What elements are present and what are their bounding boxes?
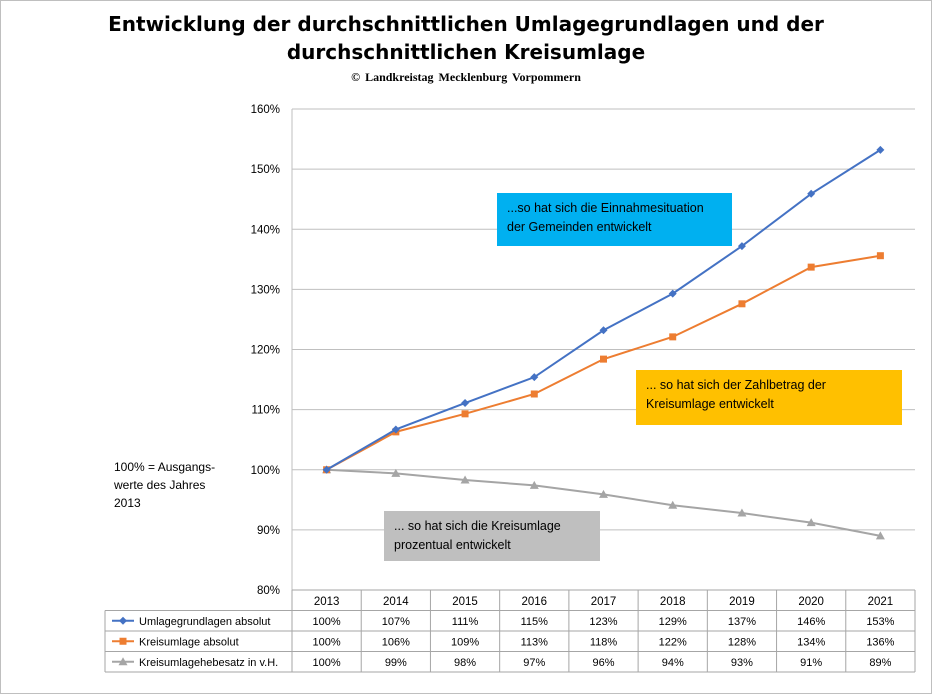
table-value: 115% (521, 616, 549, 628)
legend-label: Umlagegrundlagen absolut (139, 616, 270, 628)
table-value: 128% (728, 636, 756, 648)
x-tick-label: 2019 (729, 596, 755, 608)
data-point-square (738, 300, 746, 308)
table-value: 146% (797, 616, 825, 628)
data-point-diamond (391, 425, 400, 434)
table-value: 113% (521, 636, 549, 648)
x-tick-label: 2014 (383, 596, 409, 608)
table-value: 94% (662, 657, 684, 669)
data-point-diamond (322, 465, 331, 474)
data-point-square (600, 355, 607, 363)
table-value: 100% (313, 657, 341, 669)
table-value: 100% (313, 636, 341, 648)
table-value: 97% (523, 657, 545, 669)
y-tick-label: 110% (251, 405, 280, 417)
data-point-diamond (737, 242, 746, 251)
table-value: 137% (728, 616, 756, 628)
y-tick-label: 100% (251, 465, 280, 477)
y-tick-label: 140% (251, 224, 280, 236)
callout-prozentual: ... so hat sich die Kreisumlage prozentu… (384, 511, 600, 561)
data-point-diamond (461, 399, 470, 408)
table-value: 106% (382, 636, 410, 648)
table-value: 111% (452, 616, 479, 628)
y-tick-label: 160% (251, 104, 280, 116)
data-point-square (669, 333, 677, 341)
table-value: 89% (869, 657, 891, 669)
callout-zahlbetrag: ... so hat sich der Zahlbetrag der Kreis… (636, 370, 902, 425)
legend-key-marker (119, 637, 127, 645)
data-point-diamond (876, 145, 885, 154)
y-tick-label: 120% (251, 345, 280, 357)
table-value: 100% (313, 616, 341, 628)
x-tick-label: 2013 (314, 596, 340, 608)
callout-gray-line2: prozentual entwickelt (394, 538, 511, 552)
table-value: 153% (866, 616, 894, 628)
baseline-note-line3: 2013 (114, 496, 141, 510)
callout-gray-line1: ... so hat sich die Kreisumlage (394, 519, 561, 533)
x-tick-label: 2021 (868, 596, 894, 608)
data-point-triangle (460, 475, 470, 484)
data-point-triangle (806, 518, 816, 527)
chart-title-line1: Entwicklung der durchschnittlichen Umlag… (108, 12, 824, 36)
y-tick-label: 80% (257, 585, 280, 597)
data-point-triangle (599, 489, 608, 498)
baseline-note-line2: werte des Jahres (114, 478, 206, 492)
x-tick-label: 2020 (798, 596, 824, 608)
callout-einnahmesituation: ...so hat sich die Einnahmesituation der… (497, 193, 732, 246)
table-value: 93% (731, 657, 753, 669)
table-value: 109% (451, 636, 479, 648)
legend-label: Kreisumlage absolut (139, 636, 239, 648)
table-value: 136% (866, 636, 894, 648)
chart-subtitle: © Landkreistag Mecklenburg Vorpommern (351, 70, 581, 84)
table-value: 122% (659, 636, 687, 648)
table-value: 134% (797, 636, 825, 648)
table-value: 96% (592, 657, 614, 669)
data-point-diamond (668, 289, 677, 298)
data-point-triangle (737, 508, 747, 517)
data-point-triangle (668, 500, 678, 509)
data-point-diamond (807, 189, 816, 198)
table-value: 129% (659, 616, 687, 628)
legend-key-marker (118, 657, 128, 666)
table-value: 91% (800, 657, 822, 669)
table-value: 118% (590, 636, 618, 648)
y-tick-label: 90% (257, 525, 280, 537)
data-point-triangle (875, 531, 885, 540)
data-point-square (530, 390, 538, 398)
data-point-diamond (530, 373, 539, 382)
baseline-note-line1: 100% = Ausgangs- (114, 460, 216, 474)
data-point-triangle (391, 468, 401, 477)
data-point-diamond (599, 326, 608, 335)
table-value: 99% (385, 657, 407, 669)
callout-orange-line2: Kreisumlage entwickelt (646, 397, 774, 411)
table-value: 123% (589, 616, 617, 628)
data-point-square (807, 263, 815, 271)
y-tick-label: 150% (251, 164, 280, 176)
x-tick-label: 2016 (521, 596, 547, 608)
x-tick-label: 2015 (452, 596, 478, 608)
table-value: 98% (454, 657, 476, 669)
callout-blue-line2: der Gemeinden entwickelt (507, 220, 652, 234)
legend-label: Kreisumlagehebesatz in v.H. (139, 657, 278, 669)
data-point-square (461, 410, 469, 418)
callout-blue-line1: ...so hat sich die Einnahmesituation (507, 201, 704, 215)
x-tick-label: 2017 (591, 596, 617, 608)
table-value: 107% (382, 616, 410, 628)
data-point-triangle (529, 480, 539, 489)
data-point-square (876, 252, 884, 260)
legend-key-marker (119, 616, 127, 625)
baseline-note: 100% = Ausgangs- werte des Jahres 2013 (114, 458, 244, 512)
series-line-square (326, 254, 881, 471)
y-tick-label: 130% (251, 284, 280, 296)
chart-title-line2: durchschnittlichen Kreisumlage (286, 40, 646, 64)
callout-orange-line1: ... so hat sich der Zahlbetrag der (646, 378, 826, 392)
x-tick-label: 2018 (660, 596, 686, 608)
